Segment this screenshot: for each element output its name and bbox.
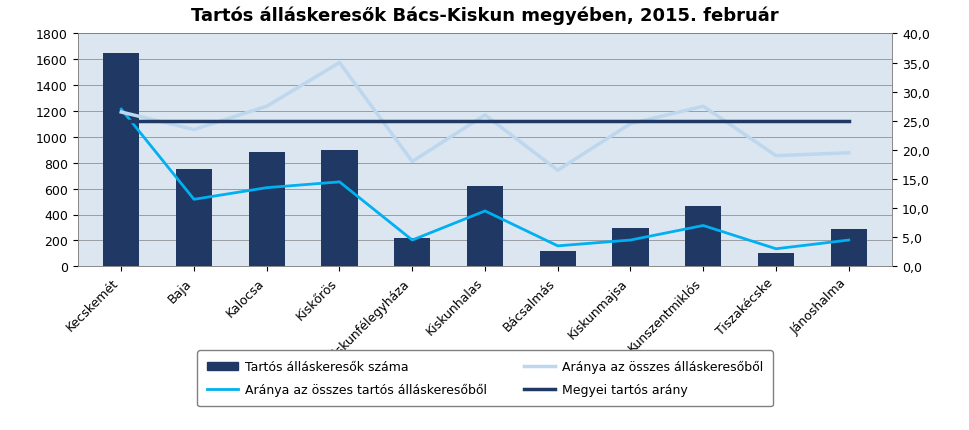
Bar (684, 206, 721, 267)
Bar (829, 230, 866, 267)
Bar (321, 150, 358, 267)
Bar (175, 170, 212, 267)
Bar (393, 238, 430, 267)
Bar (466, 187, 503, 267)
Bar (539, 252, 576, 267)
Bar (103, 54, 140, 267)
Bar (248, 153, 285, 267)
Bar (611, 229, 648, 267)
Legend: Tartós álláskeresők száma, Aránya az összes tartós álláskeresőből, Aránya az öss: Tartós álláskeresők száma, Aránya az öss… (197, 350, 772, 406)
Title: Tartós álláskeresők Bács-Kiskun megyében, 2015. február: Tartós álláskeresők Bács-Kiskun megyében… (191, 6, 778, 25)
Bar (757, 253, 794, 267)
